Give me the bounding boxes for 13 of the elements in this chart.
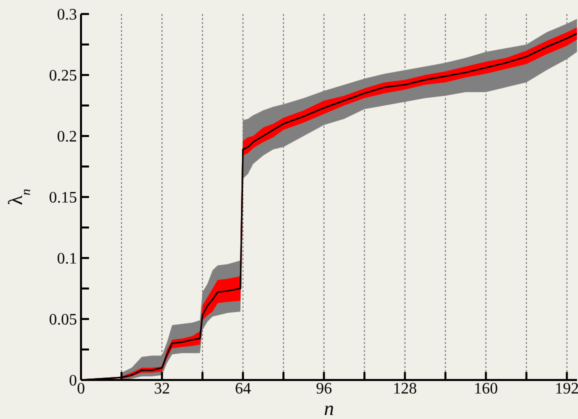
y-tick-label: 0.1: [57, 250, 77, 268]
x-tick-label: 128: [392, 380, 417, 398]
x-tick-label: 96: [316, 380, 332, 398]
x-tick-label: 32: [154, 380, 170, 398]
y-tick-label: 0.25: [49, 68, 77, 85]
x-tick-label: 64: [234, 380, 251, 398]
x-tick-label: 192: [554, 380, 578, 398]
x-tick-label: 160: [474, 380, 498, 398]
y-tick-label: 0.05: [49, 312, 77, 329]
y-tick-label: 0.3: [57, 6, 77, 24]
y-tick-label: 0.15: [49, 190, 77, 207]
y-tick-label: 0.2: [57, 128, 77, 146]
x-axis-title: n: [324, 398, 334, 419]
